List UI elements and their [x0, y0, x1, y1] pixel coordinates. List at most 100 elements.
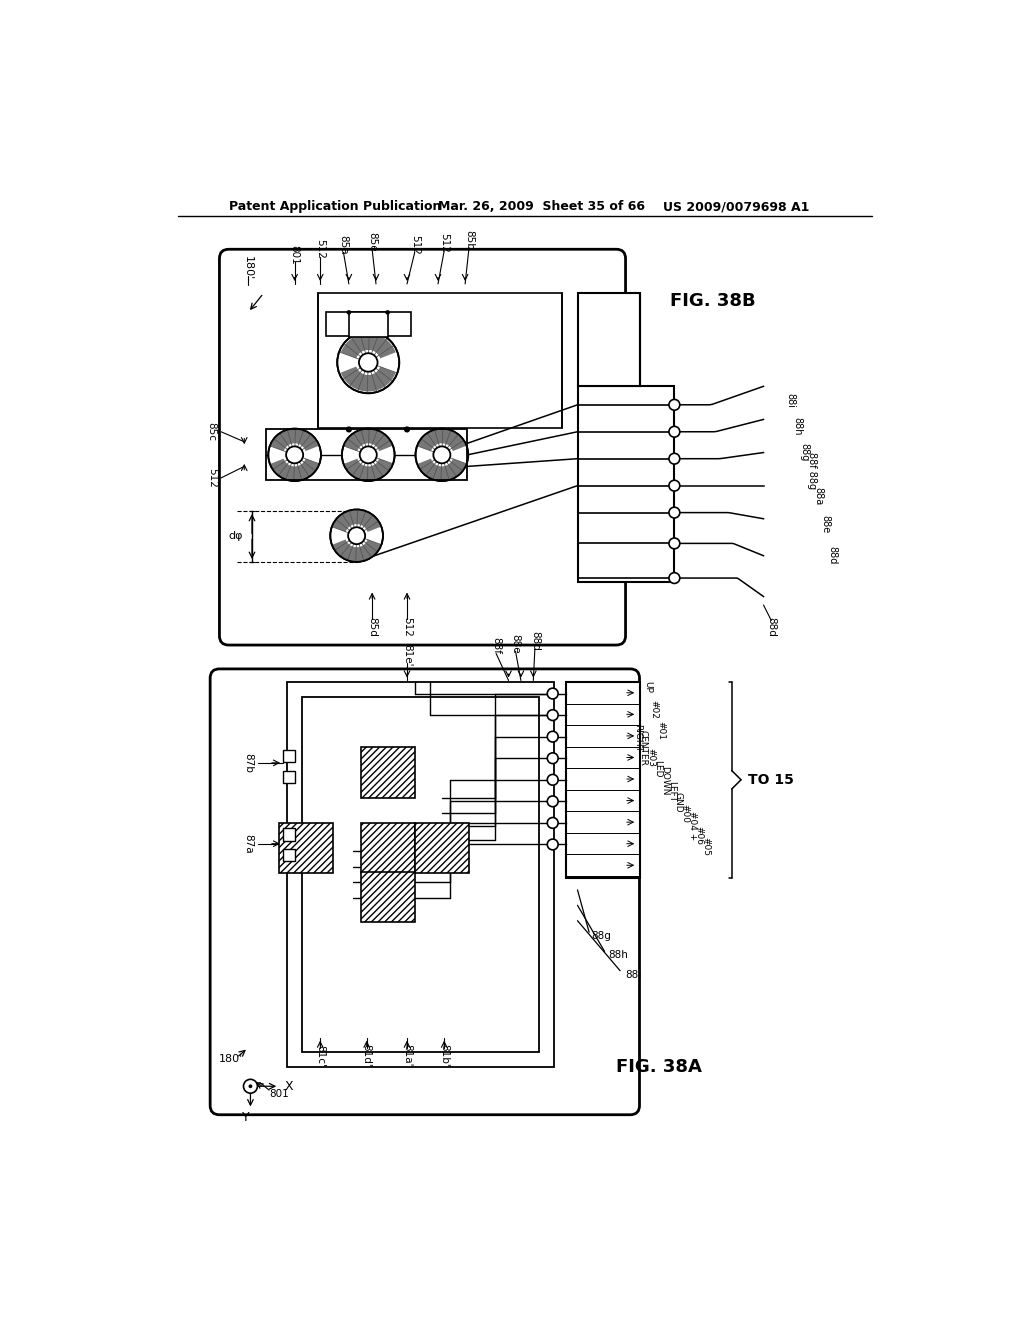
Circle shape: [286, 446, 303, 463]
Text: 88f 88g: 88f 88g: [807, 451, 816, 488]
Text: 87b: 87b: [243, 752, 253, 772]
Bar: [566, 682, 640, 878]
Circle shape: [433, 446, 451, 463]
Text: 88i: 88i: [785, 393, 796, 408]
Circle shape: [547, 710, 558, 721]
Text: #05: #05: [701, 837, 711, 855]
Circle shape: [547, 840, 558, 850]
Text: LEFT: LEFT: [667, 781, 676, 801]
Text: 88d: 88d: [827, 545, 838, 564]
Bar: [283, 771, 295, 783]
Circle shape: [356, 444, 380, 466]
Text: 88e: 88e: [820, 515, 830, 533]
Circle shape: [547, 775, 558, 785]
Text: 81e': 81e': [402, 644, 412, 667]
Text: 88d: 88d: [766, 616, 776, 636]
Text: 88e: 88e: [511, 634, 520, 653]
Circle shape: [337, 331, 399, 393]
Text: 512: 512: [439, 234, 450, 253]
Circle shape: [547, 752, 558, 763]
Text: 85b: 85b: [464, 230, 474, 249]
Text: FIG. 38A: FIG. 38A: [616, 1059, 702, 1076]
Text: 81d': 81d': [361, 1044, 372, 1067]
Text: #02: #02: [649, 700, 658, 718]
Circle shape: [268, 429, 321, 480]
Text: TO 15: TO 15: [749, 772, 795, 787]
Circle shape: [346, 426, 352, 433]
Text: 85c: 85c: [207, 422, 217, 441]
Circle shape: [669, 573, 680, 583]
Circle shape: [430, 444, 454, 466]
Circle shape: [359, 446, 377, 463]
Bar: [317, 293, 562, 428]
Text: 85d: 85d: [368, 616, 377, 636]
Circle shape: [345, 524, 369, 548]
Text: 88h: 88h: [793, 417, 803, 436]
Circle shape: [547, 796, 558, 807]
Text: #03: #03: [646, 748, 655, 767]
Bar: [360, 822, 415, 873]
Bar: [280, 822, 334, 873]
Text: 512: 512: [207, 469, 217, 488]
Bar: [266, 429, 467, 480]
Circle shape: [669, 400, 680, 411]
Bar: [349, 313, 388, 337]
Text: 88g: 88g: [592, 931, 611, 941]
Text: RIGHT: RIGHT: [633, 725, 642, 752]
Text: LED: LED: [653, 760, 662, 777]
Text: UP: UP: [643, 681, 651, 693]
Circle shape: [669, 453, 680, 465]
Text: Y: Y: [242, 1110, 250, 1123]
Text: #01: #01: [656, 721, 666, 741]
Text: #00: #00: [681, 804, 690, 824]
Text: GND: GND: [674, 792, 683, 812]
Circle shape: [348, 527, 366, 544]
Text: 801: 801: [269, 1089, 289, 1100]
Text: Patent Application Publication: Patent Application Publication: [228, 201, 441, 214]
Text: 512: 512: [315, 239, 326, 259]
Circle shape: [547, 817, 558, 829]
Text: 88h: 88h: [608, 950, 629, 961]
Text: #04 +: #04 +: [688, 810, 696, 840]
Circle shape: [416, 429, 468, 480]
Text: 88g: 88g: [800, 444, 810, 462]
Circle shape: [359, 354, 378, 372]
Circle shape: [331, 510, 383, 562]
Text: Mar. 26, 2009  Sheet 35 of 66: Mar. 26, 2009 Sheet 35 of 66: [438, 201, 645, 214]
Text: CENTER: CENTER: [639, 730, 648, 766]
Text: US 2009/0079698 A1: US 2009/0079698 A1: [663, 201, 809, 214]
Bar: [302, 697, 539, 1052]
Text: 85e: 85e: [368, 232, 377, 251]
Circle shape: [385, 310, 390, 314]
Text: 85a: 85a: [339, 235, 348, 255]
Circle shape: [356, 350, 381, 375]
Circle shape: [283, 444, 306, 466]
Text: 88i: 88i: [626, 970, 642, 979]
Bar: [326, 313, 411, 335]
Bar: [283, 750, 295, 762]
Text: 180': 180': [243, 256, 253, 281]
Circle shape: [346, 310, 351, 314]
Circle shape: [669, 507, 680, 517]
Bar: [578, 293, 640, 385]
Text: dφ: dφ: [228, 532, 243, 541]
Circle shape: [547, 688, 558, 700]
Circle shape: [244, 1080, 257, 1093]
Bar: [415, 822, 469, 873]
Circle shape: [403, 426, 410, 433]
Text: 81b': 81b': [439, 1044, 450, 1067]
Circle shape: [342, 429, 394, 480]
Bar: [578, 385, 675, 582]
Text: #06: #06: [694, 826, 703, 845]
Circle shape: [249, 1084, 252, 1088]
Bar: [360, 873, 415, 923]
Text: 81a': 81a': [402, 1044, 412, 1067]
Circle shape: [669, 480, 680, 491]
Text: 801: 801: [290, 244, 300, 264]
Text: X: X: [285, 1080, 293, 1093]
Circle shape: [669, 539, 680, 549]
Text: 512: 512: [410, 235, 420, 255]
Text: 180': 180': [219, 1055, 244, 1064]
Text: 88f: 88f: [492, 638, 501, 655]
Circle shape: [547, 731, 558, 742]
